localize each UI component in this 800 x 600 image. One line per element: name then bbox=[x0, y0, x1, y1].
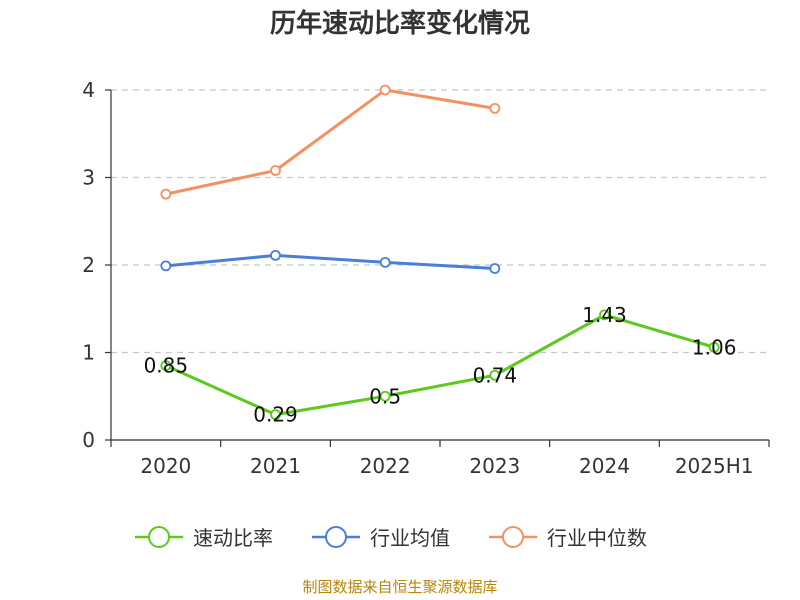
chart-title: 历年速动比率变化情况 bbox=[270, 8, 530, 39]
series-line[interactable] bbox=[164, 253, 497, 270]
data-point[interactable] bbox=[160, 360, 172, 372]
series-line[interactable] bbox=[164, 313, 716, 417]
x-tick-label: 2022 bbox=[360, 454, 411, 478]
legend-marker bbox=[502, 526, 524, 548]
grid-lines bbox=[111, 89, 769, 354]
x-tick-label: 2023 bbox=[469, 454, 520, 478]
data-point[interactable] bbox=[270, 409, 281, 421]
source-note: 制图数据来自恒生聚源数据库 bbox=[302, 578, 497, 596]
data-label: 0.74 bbox=[473, 363, 518, 387]
data-label: 0.5 bbox=[369, 384, 401, 408]
data-point[interactable] bbox=[160, 260, 172, 272]
data-point[interactable] bbox=[708, 341, 720, 353]
data-point[interactable] bbox=[599, 309, 610, 321]
x-tick-label: 2025H1 bbox=[675, 454, 754, 478]
data-point[interactable] bbox=[489, 102, 501, 114]
data-point[interactable] bbox=[489, 263, 501, 274]
y-tick-label: 4 bbox=[82, 78, 95, 102]
legend[interactable]: 速动比率 行业均值 行业中位数 bbox=[135, 526, 647, 550]
data-label: 1.43 bbox=[582, 303, 627, 327]
y-tick-label: 0 bbox=[82, 428, 95, 452]
data-label: 0.29 bbox=[253, 403, 298, 427]
data-point[interactable] bbox=[489, 369, 501, 381]
data-point[interactable] bbox=[160, 188, 172, 200]
y-tick-label: 3 bbox=[82, 166, 95, 190]
data-labels: 0.85 0.29 0.5 0.74 1.43 1.06 bbox=[144, 303, 737, 427]
x-tick-label: 2021 bbox=[250, 454, 301, 478]
legend-marker bbox=[148, 526, 170, 548]
data-point[interactable] bbox=[270, 249, 281, 261]
legend-label[interactable]: 行业中位数 bbox=[547, 526, 647, 550]
y-tick-label: 2 bbox=[82, 253, 95, 277]
data-point[interactable] bbox=[379, 256, 391, 268]
data-point[interactable] bbox=[270, 165, 281, 176]
series-lines bbox=[160, 84, 720, 421]
y-tick-label: 1 bbox=[82, 341, 95, 365]
legend-label[interactable]: 行业均值 bbox=[370, 526, 450, 550]
series-line[interactable] bbox=[164, 88, 497, 196]
legend-label[interactable]: 速动比率 bbox=[193, 526, 273, 550]
x-tick-label: 2024 bbox=[579, 454, 630, 478]
legend-marker bbox=[325, 526, 347, 548]
data-point[interactable] bbox=[379, 390, 391, 402]
axes: 0 1 2 3 4 2020 2021 2022 2023 2024 2025H1 bbox=[82, 78, 770, 478]
data-label: 0.85 bbox=[144, 354, 189, 378]
x-tick-label: 2020 bbox=[140, 454, 191, 478]
data-point[interactable] bbox=[379, 84, 391, 96]
data-label: 1.06 bbox=[692, 335, 737, 359]
